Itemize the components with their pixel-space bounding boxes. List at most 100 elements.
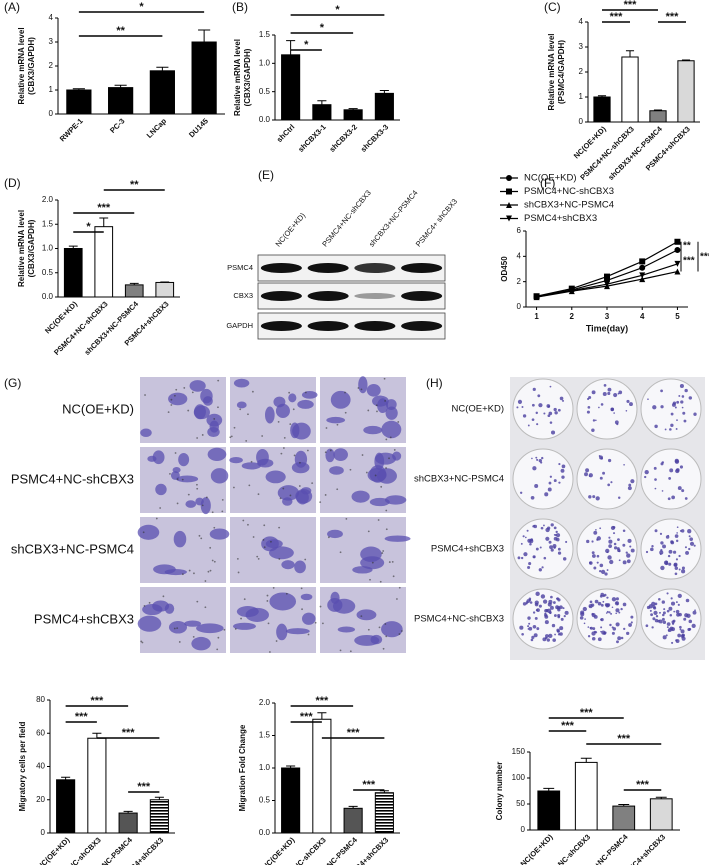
x-tick-label: 4: [640, 312, 645, 321]
colony: [668, 549, 673, 554]
panel-label: (E): [258, 168, 274, 182]
cell: [384, 535, 411, 542]
marker: [533, 293, 540, 300]
pore: [170, 398, 173, 401]
cell: [140, 428, 152, 437]
pore: [382, 647, 385, 650]
cell: [294, 560, 306, 574]
error-bar: [348, 805, 358, 809]
row-label: CBX3: [233, 291, 253, 300]
y-axis-label: (PSMC4/GAPDH): [557, 40, 566, 104]
colony: [613, 412, 615, 414]
colony: [534, 600, 539, 605]
pore: [398, 633, 401, 635]
legend-label: NC(OE+KD): [524, 173, 577, 184]
colony: [661, 490, 664, 492]
colony: [689, 537, 694, 541]
y-tick-label: 0.0: [42, 292, 54, 301]
pore: [360, 615, 363, 618]
cell: [325, 448, 335, 463]
colony: [659, 550, 664, 555]
pore: [247, 523, 249, 526]
colony: [684, 388, 688, 393]
pore: [204, 606, 207, 609]
colony: [622, 529, 626, 533]
cell: [269, 592, 297, 611]
colony: [616, 603, 619, 606]
cell: [381, 621, 403, 638]
colony: [527, 616, 531, 620]
colony: [688, 396, 693, 400]
bar: [612, 805, 636, 831]
cell: [288, 393, 297, 403]
bar: [149, 799, 169, 834]
x-tick-label: RWPE-1: [58, 116, 85, 143]
pore: [269, 651, 271, 653]
error-bar: [61, 776, 71, 780]
cell: [257, 458, 274, 468]
cell: [351, 490, 370, 503]
pore: [377, 519, 380, 521]
colony: [536, 458, 539, 461]
colony: [523, 552, 528, 557]
y-axis-label: (CBX3/GAPDH): [27, 219, 36, 277]
significance-label: ***: [580, 707, 594, 719]
blot-band: [401, 263, 443, 273]
colony: [600, 569, 606, 574]
colony: [588, 495, 592, 499]
colony: [673, 550, 677, 554]
colony: [521, 405, 524, 408]
pore: [176, 502, 179, 505]
pore: [221, 510, 224, 513]
colony: [591, 636, 596, 641]
colony: [676, 400, 680, 404]
colony: [613, 542, 617, 546]
y-tick-label: 0: [41, 828, 46, 837]
blot-band: [307, 321, 349, 331]
pore: [141, 641, 144, 644]
colony: [681, 569, 686, 574]
x-tick-label: shCBX3-2: [328, 122, 359, 153]
colony: [597, 601, 602, 606]
lane-label: NC(OE+KD): [274, 211, 308, 249]
colony: [680, 400, 684, 404]
colony: [552, 638, 556, 642]
colony: [594, 599, 599, 604]
colony: [543, 556, 547, 560]
well: [640, 378, 702, 440]
colony: [584, 618, 586, 620]
colony: [676, 419, 678, 422]
bar: [281, 54, 301, 121]
colony: [669, 468, 674, 473]
x-tick-label: PSMC4+NC-shCBX3: [52, 299, 109, 356]
marker: [674, 268, 681, 275]
marker: [639, 264, 646, 271]
pore: [380, 485, 383, 488]
colony: [556, 597, 558, 600]
colony: [666, 626, 669, 629]
colony: [593, 530, 598, 535]
colony: [694, 609, 696, 612]
panel-label: (H): [426, 376, 443, 390]
pore: [389, 436, 392, 439]
colony: [587, 635, 591, 638]
colony: [620, 607, 623, 611]
y-tick-label: 1: [579, 92, 584, 101]
colony: [555, 533, 561, 538]
colony: [630, 548, 635, 553]
x-tick-label: shCBX3-1: [296, 122, 327, 153]
colony: [680, 629, 685, 634]
cell: [392, 451, 402, 461]
colony: [687, 529, 692, 534]
colony: [658, 611, 661, 614]
cell: [366, 383, 381, 397]
pore: [306, 449, 309, 452]
colony: [651, 545, 654, 548]
pore: [385, 635, 388, 638]
colony: [554, 633, 556, 636]
pore: [324, 451, 327, 454]
colony: [535, 591, 540, 597]
pore: [263, 546, 266, 549]
colony: [538, 403, 543, 408]
colony: [593, 614, 598, 619]
